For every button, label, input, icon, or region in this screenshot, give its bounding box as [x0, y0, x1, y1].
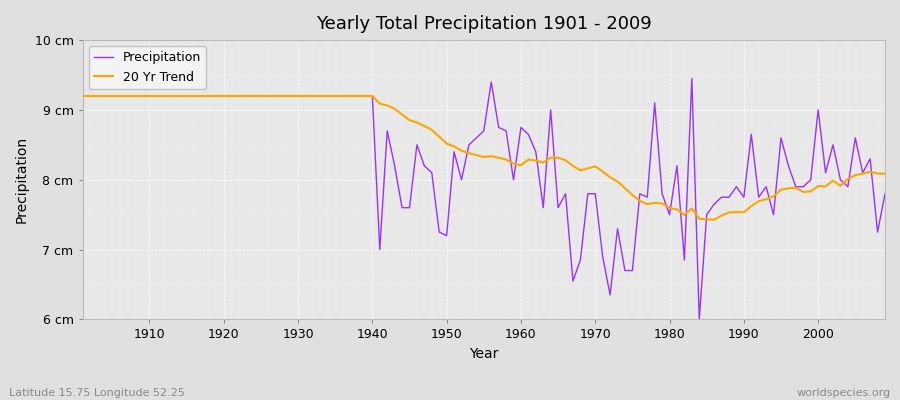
Precipitation [137, 94, 148, 98]
20 Yr Trend [516, 163, 526, 168]
20 Yr Trend [300, 94, 310, 98]
Text: Latitude 15.75 Longitude 52.25: Latitude 15.75 Longitude 52.25 [9, 388, 184, 398]
Precipitation [345, 94, 356, 98]
Precipitation [508, 177, 519, 182]
Line: 20 Yr Trend: 20 Yr Trend [83, 96, 885, 220]
20 Yr Trend [605, 175, 616, 180]
20 Yr Trend [708, 217, 719, 222]
Precipitation [694, 317, 705, 322]
20 Yr Trend [345, 94, 356, 98]
Legend: Precipitation, 20 Yr Trend: Precipitation, 20 Yr Trend [89, 46, 206, 89]
Precipitation [300, 94, 310, 98]
Precipitation [879, 191, 890, 196]
Precipitation [687, 76, 698, 81]
20 Yr Trend [77, 94, 88, 98]
Precipitation [605, 292, 616, 297]
20 Yr Trend [879, 172, 890, 176]
Line: Precipitation: Precipitation [83, 78, 885, 320]
X-axis label: Year: Year [469, 347, 499, 361]
Text: worldspecies.org: worldspecies.org [796, 388, 891, 398]
Precipitation [516, 125, 526, 130]
Y-axis label: Precipitation: Precipitation [15, 136, 29, 223]
20 Yr Trend [508, 161, 519, 166]
Title: Yearly Total Precipitation 1901 - 2009: Yearly Total Precipitation 1901 - 2009 [316, 15, 652, 33]
Precipitation [77, 94, 88, 98]
20 Yr Trend [137, 94, 148, 98]
